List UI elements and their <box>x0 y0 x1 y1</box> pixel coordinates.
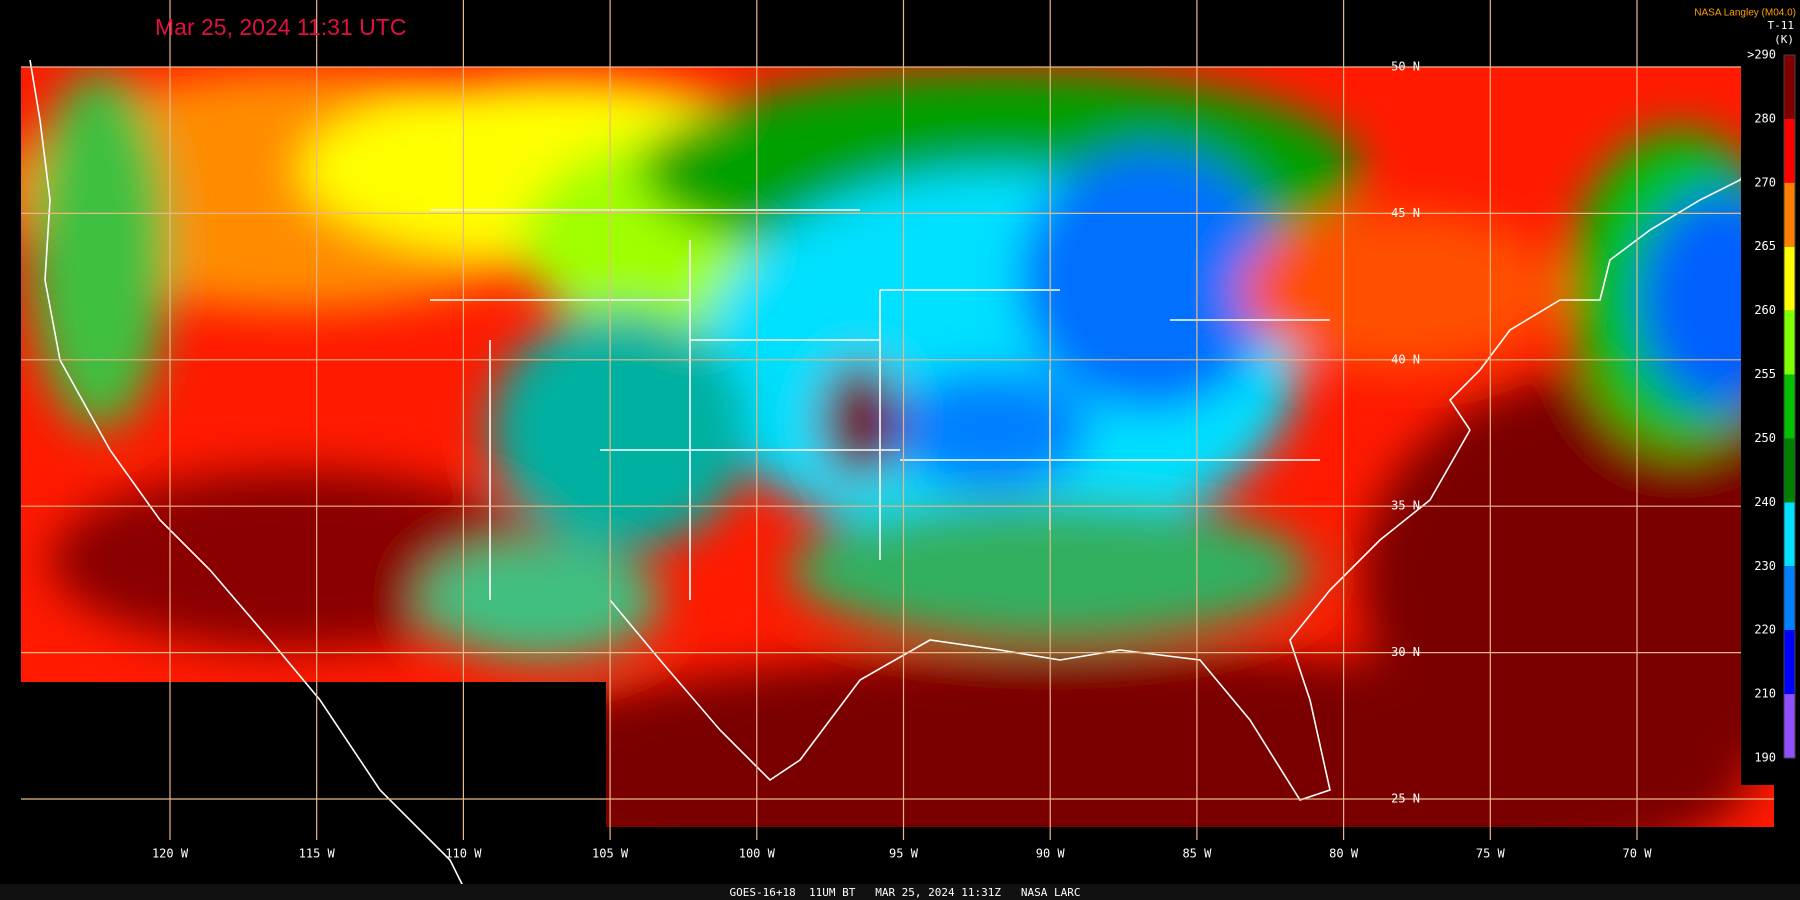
footer: GOES-16+18 11UM BT MAR 25, 2024 11:31Z N… <box>730 886 1081 899</box>
colorbar-segment <box>1784 694 1795 758</box>
latitude-label: 30 N <box>1391 645 1420 659</box>
colorbar-label: 190 <box>1754 751 1776 765</box>
colorbar-label: 230 <box>1754 559 1776 573</box>
graticule <box>21 0 1774 840</box>
footer-bar <box>0 884 1800 900</box>
longitude-label: 85 W <box>1182 847 1212 861</box>
longitude-label: 90 W <box>1036 847 1066 861</box>
timestamp: Mar 25, 2024 11:31 UTC <box>155 14 406 40</box>
credit: NASA Langley (M04.0) <box>1694 8 1796 19</box>
gulf-coast <box>609 429 1471 801</box>
colorbar-label: 260 <box>1754 303 1776 317</box>
latitude-label: 50 N <box>1391 60 1420 74</box>
longitude-label: 105 W <box>592 847 629 861</box>
colorbar-label: 265 <box>1754 239 1776 253</box>
legend-unit: (K) <box>1774 33 1794 46</box>
colorbar-segment <box>1784 566 1795 631</box>
latitude-label: 25 N <box>1391 792 1420 806</box>
colorbar-segment <box>1784 438 1795 503</box>
longitude-label: 115 W <box>299 847 336 861</box>
colorbar-label: 270 <box>1754 175 1776 189</box>
colorbar-label: 220 <box>1754 623 1776 637</box>
longitude-label: 100 W <box>739 847 776 861</box>
longitude-label: 75 W <box>1476 847 1506 861</box>
colorbar-label: 240 <box>1754 495 1776 509</box>
colorbar-segment <box>1784 374 1795 439</box>
longitude-label: 70 W <box>1623 847 1653 861</box>
cloud-fields <box>21 70 1774 827</box>
colorbar-segment <box>1784 310 1795 375</box>
colorbar-segment <box>1784 630 1795 695</box>
coastlines <box>29 59 1771 900</box>
east-coast <box>1448 139 1771 431</box>
longitude-label: 95 W <box>889 847 919 861</box>
colorbar-segment <box>1784 502 1795 567</box>
longitude-label: 120 W <box>152 847 189 861</box>
colorbar: >290 280 270 265 260 255 250 240 230 220 210 190 <box>1747 48 1796 765</box>
colorbar-label: 210 <box>1754 687 1776 701</box>
legend-title: T-11 <box>1768 19 1795 32</box>
colorbar-frame <box>1783 54 1796 759</box>
colorbar-segment <box>1784 182 1795 247</box>
colorbar-label: >290 <box>1747 48 1776 62</box>
graticule-labels: 50 N 45 N 40 N 35 N 30 N 25 N 120 W 115 W 110 W 1… <box>152 60 1652 861</box>
latitude-label: 35 N <box>1391 499 1420 513</box>
imagery <box>21 67 1774 827</box>
longitude-label: 80 W <box>1329 847 1359 861</box>
longitude-label: 110 W <box>445 847 482 861</box>
colorbar-segment <box>1784 246 1795 311</box>
west-coast <box>29 59 471 900</box>
colorbar-label: 255 <box>1754 367 1776 381</box>
colorbar-label: 250 <box>1754 431 1776 445</box>
colorbar-segment <box>1784 55 1795 119</box>
latitude-label: 40 N <box>1391 352 1420 366</box>
latitude-label: 45 N <box>1391 206 1420 220</box>
colorbar-segment <box>1784 118 1795 183</box>
colorbar-label: 280 <box>1754 111 1776 125</box>
